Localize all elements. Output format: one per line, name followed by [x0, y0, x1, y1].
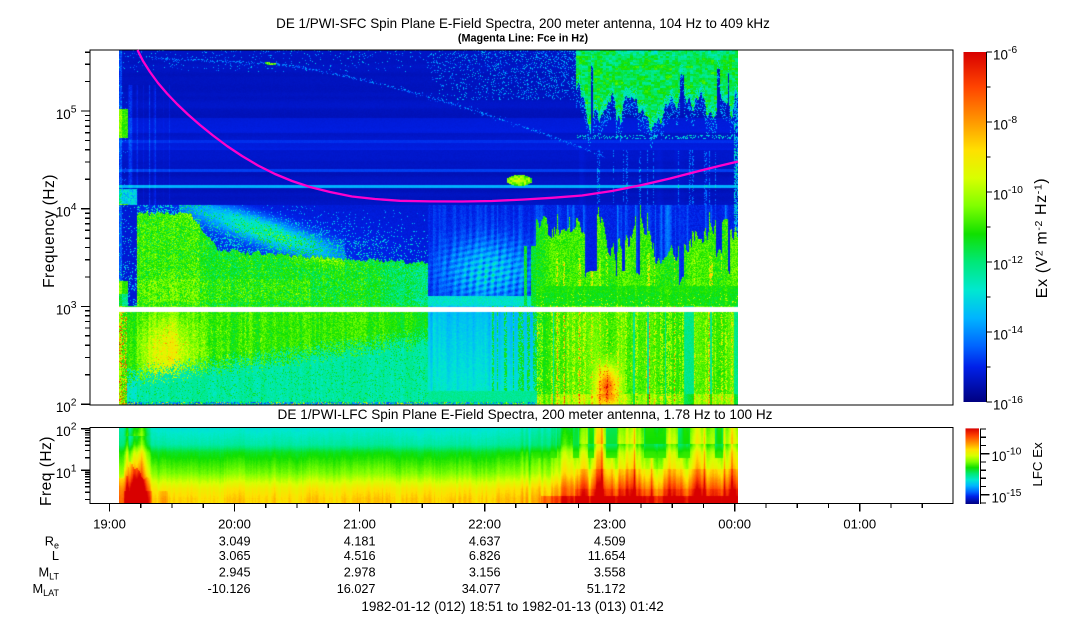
svg-text:-10.126: -10.126	[207, 582, 250, 596]
svg-text:4.637: 4.637	[469, 535, 501, 549]
svg-text:10-14: 10-14	[993, 325, 1023, 343]
svg-text:MLT: MLT	[38, 565, 59, 582]
svg-text:Re: Re	[45, 534, 59, 551]
svg-text:4.181: 4.181	[344, 535, 376, 549]
svg-text:10-6: 10-6	[993, 45, 1017, 63]
svg-text:Ex (V2 m-2 Hz-1): Ex (V2 m-2 Hz-1)	[1033, 178, 1052, 298]
svg-text:2.945: 2.945	[219, 566, 251, 580]
svg-text:105: 105	[56, 105, 77, 123]
svg-text:23:00: 23:00	[593, 516, 626, 531]
svg-text:10-16: 10-16	[993, 395, 1023, 413]
svg-text:LFC Ex: LFC Ex	[1030, 442, 1045, 487]
svg-text:34.077: 34.077	[462, 582, 501, 596]
svg-text:22:00: 22:00	[468, 516, 501, 531]
svg-text:102: 102	[56, 422, 77, 440]
svg-text:DE 1/PWI-SFC Spin Plane E-Fie: DE 1/PWI-SFC Spin Plane E-Field Spectra,…	[276, 16, 770, 31]
svg-text:10-8: 10-8	[993, 115, 1017, 133]
svg-text:10-15: 10-15	[992, 488, 1022, 506]
svg-text:Freq (Hz): Freq (Hz)	[38, 436, 55, 506]
svg-text:1982-01-12 (012) 18:51 to 1982: 1982-01-12 (012) 18:51 to 1982-01-13 (01…	[361, 599, 663, 614]
svg-text:20:00: 20:00	[218, 516, 251, 531]
svg-text:4.509: 4.509	[594, 535, 626, 549]
svg-text:3.049: 3.049	[219, 535, 251, 549]
svg-text:01:00: 01:00	[843, 516, 876, 531]
svg-text:102: 102	[56, 398, 77, 416]
svg-text:L: L	[52, 548, 59, 563]
svg-text:11.654: 11.654	[588, 549, 626, 563]
svg-text:103: 103	[56, 300, 77, 318]
svg-text:3.156: 3.156	[469, 566, 501, 580]
svg-text:21:00: 21:00	[343, 516, 376, 531]
svg-text:10-12: 10-12	[993, 255, 1023, 273]
svg-text:6.826: 6.826	[469, 549, 501, 563]
svg-text:3.065: 3.065	[219, 549, 251, 563]
svg-text:DE 1/PWI-LFC Spin Plane E-Fie: DE 1/PWI-LFC Spin Plane E-Field Spectra,…	[278, 407, 773, 422]
svg-text:10-10: 10-10	[993, 185, 1023, 203]
svg-text:51.172: 51.172	[587, 582, 626, 596]
svg-text:Frequency (Hz): Frequency (Hz)	[41, 174, 58, 288]
svg-text:16.027: 16.027	[337, 582, 376, 596]
svg-text:104: 104	[56, 202, 77, 220]
svg-text:4.516: 4.516	[344, 549, 376, 563]
svg-text:00:00: 00:00	[718, 516, 751, 531]
svg-text:MLAT: MLAT	[32, 581, 59, 598]
svg-text:101: 101	[56, 463, 77, 481]
svg-text:2.978: 2.978	[344, 566, 376, 580]
svg-text:3.558: 3.558	[594, 566, 626, 580]
svg-text:10-10: 10-10	[992, 447, 1022, 465]
svg-text:19:00: 19:00	[93, 516, 126, 531]
svg-text:(Magenta Line: Fce in Hz): (Magenta Line: Fce in Hz)	[458, 33, 589, 45]
